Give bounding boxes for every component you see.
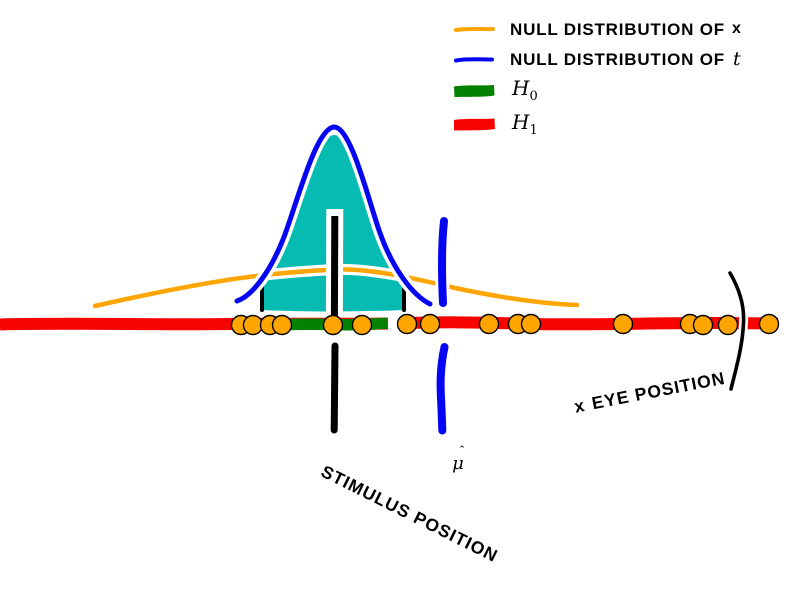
legend-item-h0: H0 — [452, 74, 741, 107]
eye-position-dot — [271, 314, 293, 336]
eye-position-dot — [351, 314, 373, 336]
eye-position-dot — [322, 314, 344, 336]
eye-position-dot — [692, 314, 714, 336]
eye-position-dots — [230, 313, 780, 336]
mu-hat-accent: ˆ — [459, 443, 465, 458]
eye-position-dot — [520, 313, 542, 335]
legend-symbol-t: t — [732, 47, 741, 70]
red-patch-swatch — [452, 116, 496, 132]
eye-position-dot — [717, 314, 739, 336]
mu-hat-base: μ — [452, 453, 464, 474]
eye-position-dot — [396, 313, 418, 335]
gaussian-t-curve — [234, 124, 433, 307]
eye-position-dot — [419, 313, 441, 335]
legend: NULL DISTRIBUTION OF x NULL DISTRIBUTION… — [452, 14, 741, 141]
eye-position-dot — [758, 313, 780, 335]
orange-line-swatch — [452, 22, 496, 36]
legend-symbol-x: x — [731, 20, 741, 37]
eye-position-dot — [612, 313, 634, 335]
bracket-curve — [728, 271, 746, 391]
legend-item-null-x: NULL DISTRIBUTION OF x — [452, 14, 741, 44]
eye-position-dot — [242, 314, 264, 336]
eye-position-dot — [478, 313, 500, 335]
t-tick-lower — [436, 343, 449, 435]
legend-label-h0: H0 — [512, 76, 538, 104]
blue-line-swatch — [452, 52, 496, 66]
legend-label-h1: H1 — [512, 109, 538, 138]
stimulus-line-lower — [330, 342, 339, 434]
legend-item-null-t: NULL DISTRIBUTION OF t — [452, 44, 741, 74]
green-patch-swatch — [452, 83, 496, 99]
legend-item-h1: H1 — [452, 107, 741, 141]
mu-hat-label: ˆ μ — [445, 443, 471, 474]
t-tick-upper — [437, 217, 448, 307]
legend-label: NULL DISTRIBUTION OF — [510, 49, 725, 69]
legend-label: NULL DISTRIBUTION OF — [510, 19, 725, 39]
